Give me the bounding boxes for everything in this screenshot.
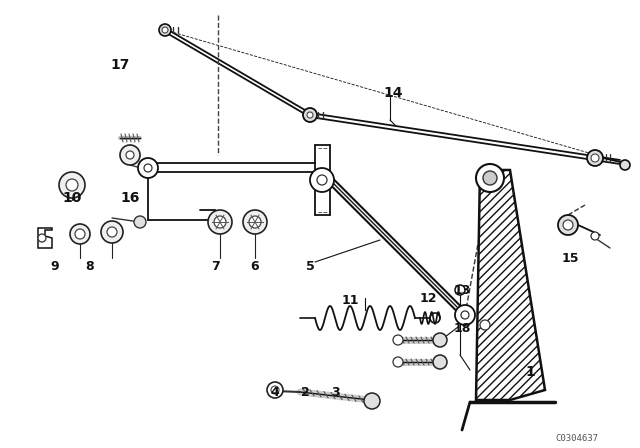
Circle shape bbox=[75, 229, 85, 239]
Circle shape bbox=[591, 154, 599, 162]
Circle shape bbox=[558, 215, 578, 235]
Circle shape bbox=[107, 227, 117, 237]
Circle shape bbox=[126, 151, 134, 159]
Text: 4: 4 bbox=[271, 387, 280, 400]
Circle shape bbox=[38, 234, 46, 242]
Circle shape bbox=[483, 171, 497, 185]
Circle shape bbox=[433, 355, 447, 369]
Circle shape bbox=[317, 175, 327, 185]
Circle shape bbox=[455, 305, 475, 325]
Circle shape bbox=[620, 160, 630, 170]
Circle shape bbox=[303, 108, 317, 122]
Circle shape bbox=[591, 232, 599, 240]
Circle shape bbox=[310, 168, 334, 192]
Circle shape bbox=[120, 145, 140, 165]
Circle shape bbox=[138, 158, 158, 178]
Circle shape bbox=[66, 179, 78, 191]
Text: 13: 13 bbox=[453, 284, 470, 297]
Circle shape bbox=[587, 150, 603, 166]
Circle shape bbox=[307, 112, 313, 118]
Circle shape bbox=[214, 216, 226, 228]
Text: 11: 11 bbox=[341, 293, 359, 306]
Circle shape bbox=[393, 335, 403, 345]
Text: 2: 2 bbox=[301, 385, 309, 399]
Text: 10: 10 bbox=[62, 191, 82, 205]
Circle shape bbox=[455, 285, 465, 295]
Circle shape bbox=[393, 357, 403, 367]
Circle shape bbox=[430, 313, 440, 323]
Circle shape bbox=[162, 27, 168, 33]
Text: 8: 8 bbox=[86, 260, 94, 273]
Circle shape bbox=[271, 386, 279, 394]
Text: 17: 17 bbox=[110, 58, 130, 72]
Circle shape bbox=[134, 216, 146, 228]
Circle shape bbox=[476, 164, 504, 192]
Polygon shape bbox=[38, 228, 52, 248]
Text: 6: 6 bbox=[251, 260, 259, 273]
Circle shape bbox=[267, 382, 283, 398]
Text: 15: 15 bbox=[561, 251, 579, 264]
Text: 3: 3 bbox=[331, 385, 339, 399]
Circle shape bbox=[364, 393, 380, 409]
Text: C0304637: C0304637 bbox=[555, 434, 598, 443]
Circle shape bbox=[461, 311, 469, 319]
Circle shape bbox=[243, 210, 267, 234]
Circle shape bbox=[70, 224, 90, 244]
Circle shape bbox=[433, 333, 447, 347]
Text: 12: 12 bbox=[419, 292, 436, 305]
Text: 1: 1 bbox=[525, 365, 535, 379]
Text: 9: 9 bbox=[51, 260, 60, 273]
Circle shape bbox=[480, 320, 490, 330]
Text: 16: 16 bbox=[120, 191, 140, 205]
Circle shape bbox=[101, 221, 123, 243]
Text: 5: 5 bbox=[306, 260, 314, 273]
Circle shape bbox=[563, 220, 573, 230]
Circle shape bbox=[249, 216, 261, 228]
Polygon shape bbox=[476, 170, 545, 400]
Circle shape bbox=[59, 172, 85, 198]
Circle shape bbox=[208, 210, 232, 234]
Circle shape bbox=[144, 164, 152, 172]
Text: 7: 7 bbox=[211, 260, 220, 273]
Text: 14: 14 bbox=[383, 86, 403, 100]
Text: 18: 18 bbox=[453, 322, 470, 335]
Circle shape bbox=[159, 24, 171, 36]
